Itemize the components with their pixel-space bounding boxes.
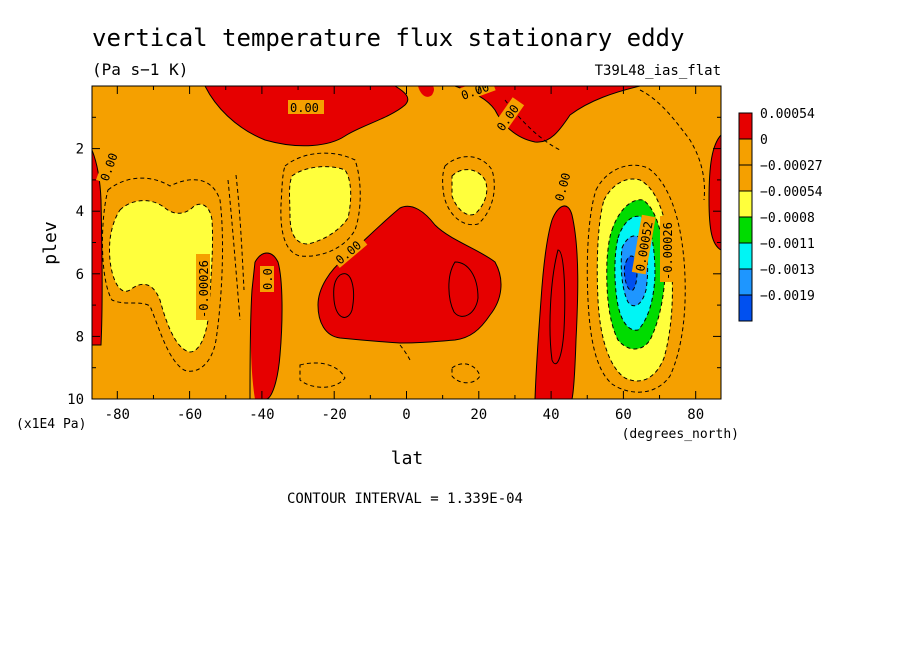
positive-region-left-column <box>250 253 283 399</box>
contour-line <box>586 164 686 393</box>
colorbar-swatch <box>738 138 753 166</box>
positive-region-top-left <box>205 86 408 146</box>
contour-label: -0.00026 <box>197 260 211 318</box>
colorbar-label: 0 <box>760 133 768 148</box>
contour-label-bg <box>660 216 674 282</box>
contour-label-bg <box>457 86 496 103</box>
contour-interval: CONTOUR INTERVAL = 1.339E-04 <box>287 491 523 507</box>
negative-region-left-lobe <box>109 200 213 352</box>
contour-label: 0.00 <box>290 101 319 115</box>
positive-region-center <box>318 206 502 343</box>
chart-title: vertical temperature flux stationary edd… <box>92 24 684 52</box>
negative-region-upper-left <box>289 166 351 244</box>
contour-line <box>299 362 346 388</box>
x-tick-label: -20 <box>322 407 347 423</box>
y-axis: 2 4 6 8 10 <box>67 116 721 408</box>
contour-line <box>442 156 495 226</box>
plot-area: 0.00 0.00 0.00 0.00 0.00 0.00 -0.00026 -… <box>92 86 721 399</box>
positive-region-top-right <box>455 86 640 143</box>
contour-line <box>101 177 224 372</box>
colorbar-swatch <box>738 190 753 218</box>
contour-line <box>92 149 103 346</box>
contour-line <box>620 235 649 307</box>
colorbar-label: −0.0011 <box>760 237 815 252</box>
x-axis-units: (degrees_north) <box>622 427 739 442</box>
positive-region-right-edge <box>709 135 721 250</box>
contour-line <box>623 255 638 291</box>
colorbar-label: −0.0008 <box>760 211 815 226</box>
contour-line <box>596 178 673 382</box>
contour-line <box>451 169 488 216</box>
zero-contours <box>92 86 721 399</box>
x-tick-label: 40 <box>543 407 560 423</box>
x-axis-label: lat <box>391 448 424 469</box>
x-tick-label: -80 <box>105 407 130 423</box>
y-tick-label: 4 <box>76 204 84 220</box>
x-tick-label: -60 <box>177 407 202 423</box>
colorbar-label: −0.0019 <box>760 289 815 304</box>
contour-line <box>317 205 502 344</box>
contour-label-bg <box>96 145 122 185</box>
contour-line <box>254 252 283 399</box>
contour-line <box>639 89 705 201</box>
contour-line <box>249 261 256 399</box>
contour-line <box>708 134 721 251</box>
colorbar-swatch <box>738 242 753 270</box>
contour-label-bg <box>330 233 368 268</box>
y-tick-label: 6 <box>76 267 84 283</box>
colorbar: 0.00054 0 −0.00027 −0.00054 −0.0008 −0.0011 −0… <box>738 107 823 322</box>
y-axis-units: (x1E4 Pa) <box>16 417 86 432</box>
colorbar-swatch <box>738 216 753 244</box>
colorbar-label: −0.00027 <box>760 159 823 174</box>
y-tick-label: 10 <box>67 392 84 408</box>
contour-line <box>454 86 641 143</box>
contour-line <box>448 261 479 317</box>
colorbar-label: −0.00054 <box>760 185 823 200</box>
x-tick-label: 0 <box>402 407 410 423</box>
colorbar-swatch <box>738 268 753 296</box>
contour-line <box>549 249 566 365</box>
contour-line <box>289 166 352 245</box>
run-label: T39L48_ias_flat <box>595 63 721 79</box>
contour-label-bg <box>196 254 210 320</box>
contour-labels: 0.00 0.00 0.00 0.00 0.00 0.00 -0.00026 -… <box>96 86 675 320</box>
x-axis: -80 -60 -40 -20 0 20 40 60 80 <box>105 86 704 423</box>
chart-units: (Pa s−1 K) <box>92 60 188 79</box>
contour-label-bg <box>260 266 274 292</box>
contour-label-bg <box>492 97 525 135</box>
positive-region-left-edge <box>92 150 103 345</box>
positive-region-top-center <box>418 86 434 97</box>
x-tick-label: -40 <box>249 407 274 423</box>
contour-label: 0.0 <box>261 268 275 290</box>
negative-contours <box>101 89 705 393</box>
y-tick-label: 2 <box>76 142 84 158</box>
x-tick-label: 20 <box>470 407 487 423</box>
colorbar-label: −0.0013 <box>760 263 815 278</box>
negative-region-upper-center <box>452 169 487 215</box>
contour-line <box>333 273 354 318</box>
colorbar-swatch <box>738 164 753 192</box>
contour-line <box>614 215 656 331</box>
colorbar-label: 0.00054 <box>760 107 815 122</box>
colorbar-swatch <box>738 112 753 140</box>
contour-line <box>399 344 411 361</box>
x-tick-label: 80 <box>687 407 704 423</box>
x-tick-label: 60 <box>615 407 632 423</box>
contour-label-bg <box>631 214 656 275</box>
contour-label-bg <box>550 166 574 205</box>
contour-line <box>280 152 361 257</box>
positive-regions <box>92 86 721 399</box>
contour-line <box>227 179 241 321</box>
contour-line <box>204 86 409 147</box>
contour-line <box>551 205 579 399</box>
y-axis-label: plev <box>40 221 61 264</box>
contour-line <box>534 219 553 399</box>
y-tick-label: 8 <box>76 329 84 345</box>
colorbar-swatch <box>738 294 753 322</box>
contour-label: -0.00026 <box>661 222 675 280</box>
contour-label-bg <box>288 100 324 114</box>
